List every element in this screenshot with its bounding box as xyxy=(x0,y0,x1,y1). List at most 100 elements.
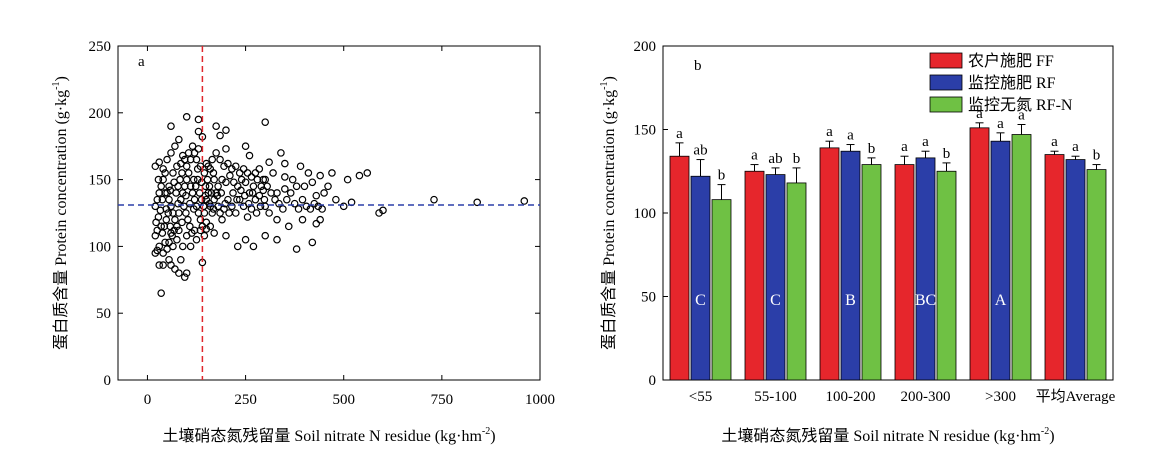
panel-label-a: a xyxy=(138,54,145,70)
scatter-point xyxy=(161,169,169,177)
x-tick-label: 250 xyxy=(234,392,257,408)
y-tick-label: 150 xyxy=(634,123,657,139)
significance-letter: a xyxy=(901,139,908,155)
scatter-point xyxy=(166,222,175,231)
significance-letter: b xyxy=(868,141,876,157)
scatter-point xyxy=(167,149,175,157)
scatter-point xyxy=(190,195,199,204)
group-letter: BC xyxy=(915,292,936,309)
scatter-point xyxy=(229,189,237,197)
scatter-point xyxy=(192,155,201,164)
bar xyxy=(711,199,732,381)
scatter-point xyxy=(320,189,328,197)
scatter-point xyxy=(226,171,234,180)
scatter-point xyxy=(222,231,230,240)
scatter-point xyxy=(430,195,438,204)
significance-letter: a xyxy=(1072,139,1079,155)
y-axis-label-b-sup: -1 xyxy=(599,82,610,90)
scatter-point xyxy=(171,265,179,273)
y-tick-label: 200 xyxy=(89,106,112,122)
category-label: 200-300 xyxy=(901,389,951,405)
scatter-point xyxy=(235,195,244,204)
scatter-point xyxy=(275,199,283,208)
scatter-point xyxy=(288,175,297,184)
scatter-point xyxy=(286,189,295,197)
scatter-point xyxy=(177,255,185,264)
y-axis-label-b-main: 蛋白质含量 Protein concentration (g·kg xyxy=(600,90,618,350)
bar xyxy=(1065,159,1086,381)
bar xyxy=(786,182,807,381)
x-tick-label: 750 xyxy=(431,392,454,408)
x-tick-label: 0 xyxy=(144,392,152,408)
scatter-point xyxy=(332,195,340,204)
scatter-point xyxy=(209,205,218,213)
category-label: 平均Average xyxy=(1036,388,1116,405)
scatter-point xyxy=(255,165,264,173)
scatter-point xyxy=(282,195,291,204)
scatter-point xyxy=(165,195,173,204)
scatter-point xyxy=(221,199,229,208)
scatter-point xyxy=(175,209,183,217)
scatter-point xyxy=(252,209,261,217)
scatter-point xyxy=(290,199,299,208)
scatter-point xyxy=(218,215,226,224)
y-tick-label: 0 xyxy=(104,373,112,389)
scatter-point xyxy=(222,126,230,134)
scatter-point xyxy=(343,175,352,184)
legend: 农户施肥 FF 监控施肥 RF 监控无氮 RF-N xyxy=(929,52,1073,114)
group-letter: A xyxy=(995,292,1007,309)
scatter-point xyxy=(281,159,289,168)
scatter-point xyxy=(192,235,201,244)
scatter-point xyxy=(182,209,190,217)
scatter-point xyxy=(296,162,305,171)
scatter-point xyxy=(318,205,326,213)
y-tick-label: 150 xyxy=(89,173,112,189)
scatter-point xyxy=(184,149,193,157)
scatter-point xyxy=(186,222,194,231)
scatter-point xyxy=(243,213,252,221)
scatter-point xyxy=(188,229,196,237)
scatter-point xyxy=(175,269,183,277)
scatter-point xyxy=(200,231,209,240)
scatter-point xyxy=(214,182,222,191)
scatter-point xyxy=(260,195,269,204)
scatter-point xyxy=(222,145,230,153)
scatter-point xyxy=(186,199,194,208)
significance-letter: b xyxy=(718,168,726,184)
scatter-point xyxy=(233,242,242,251)
x-axis-label-a: 土壤硝态氮残留量 Soil nitrate N residue (kg·hm-2… xyxy=(162,426,495,445)
significance-letter: ab xyxy=(693,143,707,159)
panel-a: a 0 50 100 150 200 250 0 250 500 750 1000 土壤硝态氮残留… xyxy=(51,39,555,445)
scatter-point xyxy=(200,169,209,177)
scatter-point xyxy=(151,162,160,171)
significance-letter: a xyxy=(751,148,758,164)
scatter-point xyxy=(151,202,160,211)
scatter-point xyxy=(304,169,313,177)
scatter-point xyxy=(174,182,182,191)
scatter-point xyxy=(154,175,163,184)
scatter-point xyxy=(230,178,238,187)
scatter-point xyxy=(194,115,203,124)
x-axis-label-b-end: ) xyxy=(1049,428,1054,445)
scatter-point xyxy=(233,195,241,204)
category-label: 100-200 xyxy=(826,389,876,405)
significance-letter: a xyxy=(676,126,683,142)
scatter-point xyxy=(312,219,321,228)
scatter-point xyxy=(162,215,171,224)
scatter-point xyxy=(269,169,277,177)
group-letter: B xyxy=(845,292,856,309)
scatter-point xyxy=(171,142,179,151)
scatter-point xyxy=(339,202,348,211)
scatter-point xyxy=(155,261,164,269)
scatter-point xyxy=(212,149,220,157)
legend-label: 监控施肥 RF xyxy=(968,74,1056,92)
scatter-point xyxy=(151,249,160,257)
y-tick-label: 50 xyxy=(96,306,111,322)
scatter-point xyxy=(178,169,186,177)
scatter-point xyxy=(155,242,164,251)
scatter-point xyxy=(170,178,178,187)
scatter-point xyxy=(240,191,249,200)
scatter-point xyxy=(188,142,197,151)
scatter-point xyxy=(312,191,321,200)
bar xyxy=(690,175,711,381)
